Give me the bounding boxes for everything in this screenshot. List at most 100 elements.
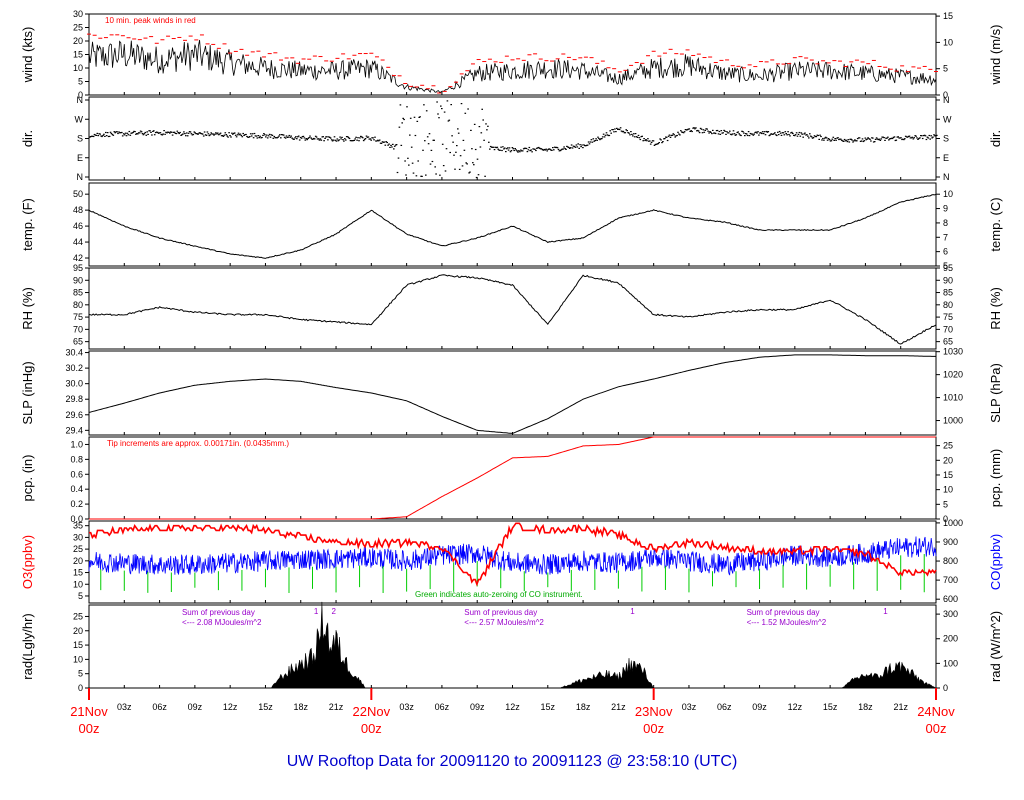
direction-point: [290, 135, 292, 137]
direction-point: [532, 148, 534, 150]
direction-point: [359, 137, 361, 139]
direction-point: [923, 134, 926, 136]
direction-point: [893, 136, 896, 138]
direction-point: [663, 138, 665, 140]
direction-point: [707, 130, 709, 132]
direction-point: [292, 138, 294, 140]
direction-point: [441, 143, 444, 145]
direction-point: [642, 140, 644, 142]
panel-5: 29.4 29.6 29.8 30.0 30.2 30.4 1000 1010 1020 1030…: [20, 347, 1003, 436]
direction-point: [920, 135, 923, 137]
direction-point: [687, 128, 690, 130]
direction-point: [559, 150, 562, 152]
direction-point: [874, 138, 877, 140]
x-tick-label: 06z: [717, 702, 732, 712]
x-tick-label: 15z: [823, 702, 838, 712]
direction-point: [711, 133, 713, 135]
direction-point: [226, 135, 228, 137]
direction-point: [445, 148, 448, 150]
direction-point: [101, 135, 103, 138]
direction-point: [917, 138, 919, 140]
direction-point: [862, 140, 865, 143]
direction-point: [838, 138, 840, 141]
direction-point: [93, 133, 96, 136]
direction-point: [651, 140, 654, 142]
direction-point: [170, 131, 173, 133]
direction-point: [633, 133, 635, 135]
direction-point: [903, 139, 905, 141]
date-hour-label: 00z: [926, 721, 947, 736]
direction-point: [809, 133, 811, 135]
direction-point: [412, 172, 415, 174]
direction-point: [524, 147, 527, 149]
direction-point: [775, 134, 777, 136]
direction-point: [773, 133, 775, 135]
panel-frame: [88, 350, 937, 436]
direction-point: [219, 132, 222, 134]
direction-point: [620, 130, 623, 132]
direction-point: [387, 144, 389, 146]
direction-point: [654, 143, 657, 146]
direction-point: [871, 137, 873, 139]
direction-point: [121, 135, 124, 137]
direction-point: [366, 136, 369, 138]
direction-point: [537, 146, 540, 149]
direction-point: [258, 137, 260, 139]
direction-point: [757, 131, 759, 133]
direction-point: [113, 131, 116, 133]
direction-point: [718, 130, 721, 133]
y2-tick-label: 0: [943, 683, 948, 693]
direction-point: [904, 138, 906, 140]
direction-point: [480, 132, 483, 134]
direction-point: [639, 138, 642, 141]
y-tick-label: 0: [78, 90, 83, 100]
direction-point: [810, 136, 813, 138]
direction-point: [473, 164, 475, 166]
direction-point: [857, 137, 860, 139]
direction-point: [216, 133, 218, 135]
direction-point: [748, 135, 751, 137]
x-tick-label: 15z: [258, 702, 273, 712]
direction-point: [143, 133, 146, 135]
direction-point: [690, 130, 692, 132]
direction-point: [272, 137, 275, 139]
chart-title: UW Rooftop Data for 20091120 to 20091123…: [287, 753, 738, 770]
direction-point: [236, 134, 239, 136]
y2-tick-label: 85: [943, 288, 953, 298]
direction-point: [899, 137, 901, 139]
direction-point: [291, 137, 293, 139]
direction-point: [439, 174, 441, 176]
direction-point: [425, 110, 428, 112]
direction-point: [121, 131, 123, 134]
direction-point: [463, 149, 466, 151]
direction-point: [930, 135, 932, 137]
direction-point: [659, 138, 661, 140]
series-line: [88, 274, 937, 345]
direction-point: [286, 136, 289, 138]
direction-point: [401, 122, 403, 124]
direction-point: [918, 137, 920, 140]
direction-point: [929, 138, 931, 140]
direction-point: [542, 149, 545, 151]
direction-point: [779, 132, 782, 134]
y2-tick-label: 90: [943, 275, 953, 285]
direction-point: [327, 139, 329, 141]
direction-point: [570, 144, 573, 146]
direction-point: [613, 131, 615, 133]
direction-point: [793, 134, 795, 136]
y2-tick-label: 20: [943, 455, 953, 465]
direction-point: [878, 138, 881, 140]
direction-point: [498, 149, 500, 151]
direction-point: [694, 128, 696, 130]
direction-point: [662, 141, 664, 143]
direction-point: [928, 134, 931, 137]
direction-point: [251, 133, 254, 135]
direction-point: [811, 137, 814, 139]
y2-tick-label: 10: [943, 37, 953, 47]
direction-point: [497, 148, 499, 150]
direction-point: [408, 164, 410, 166]
direction-point: [749, 132, 752, 135]
direction-point: [714, 132, 717, 135]
y-tick-label: 85: [73, 288, 83, 298]
direction-point: [395, 144, 398, 146]
